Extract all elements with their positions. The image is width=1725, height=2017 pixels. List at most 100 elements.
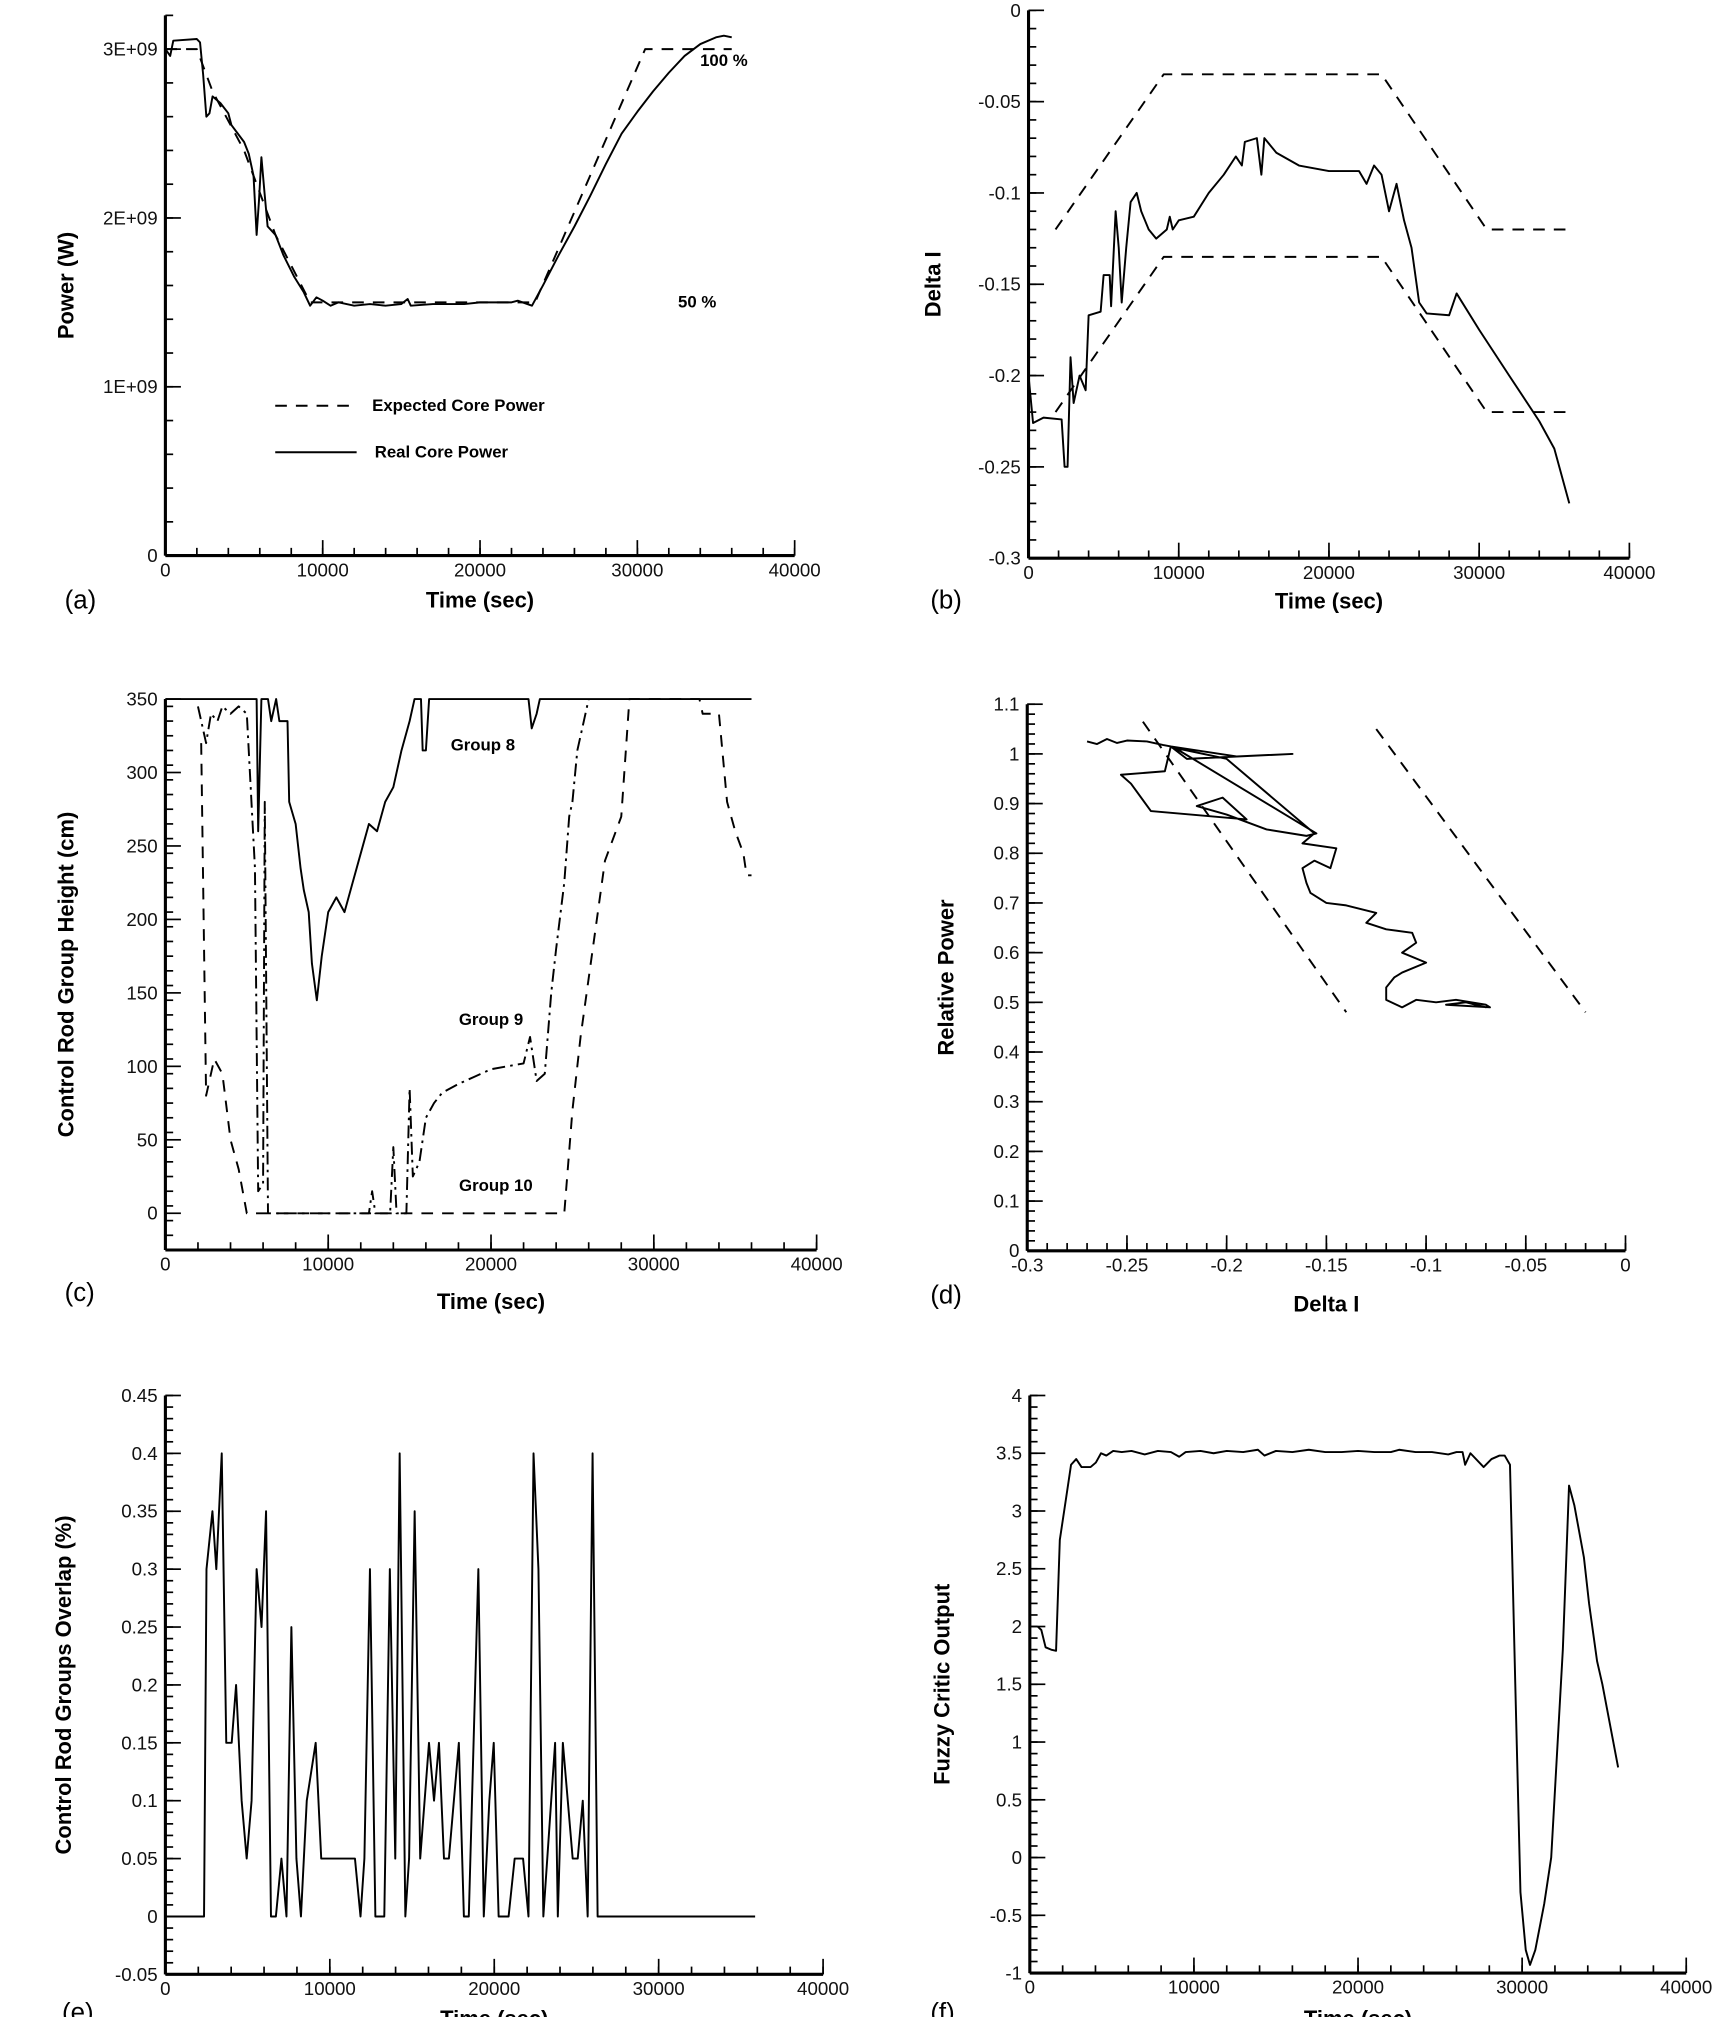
y-tick-label: 300 — [126, 762, 157, 783]
annotation-label: Group 8 — [451, 735, 515, 754]
x-tick-label: 0 — [1023, 562, 1033, 583]
y-tick-label: 0.1 — [132, 1790, 158, 1811]
series-lower-limit — [1054, 255, 1570, 414]
y-tick-label: 1.5 — [996, 1674, 1022, 1695]
chart-delta-i: 0 10000 20000 30000 40000 -0.3 -0.25 -0.2 -0.15 -… — [921, 0, 1656, 615]
x-axis-title: Time (sec) — [440, 2006, 548, 2017]
y-tick-label: 2E+09 — [103, 207, 158, 228]
series-expected-core-power — [165, 48, 732, 304]
legend-label: Expected Core Power — [372, 396, 545, 415]
series-fuzzy-critic-output — [1037, 1448, 1620, 1966]
x-tick-label: 30000 — [1453, 562, 1505, 583]
y-tick-label: 350 — [126, 688, 157, 709]
y-tick-label: 0.25 — [121, 1616, 157, 1637]
series-group-8 — [165, 698, 752, 1002]
annotation-label: 50 % — [678, 292, 716, 311]
y-tick-label: 0.9 — [993, 793, 1019, 814]
x-axis-title: Time (sec) — [437, 1289, 545, 1314]
x-tick-label: 20000 — [454, 559, 506, 580]
y-tick-label: 0 — [147, 1203, 157, 1224]
series-left-limit — [1142, 721, 1348, 1013]
series-group-10 — [200, 698, 752, 1215]
x-axis-title: Time (sec) — [1304, 2006, 1412, 2017]
x-tick-label: 30000 — [1496, 1977, 1548, 1998]
y-tick-label: 3E+09 — [103, 39, 158, 60]
y-tick-label: 0.3 — [132, 1559, 158, 1580]
chart-rod-height: 0 10000 20000 30000 40000 0 50 100 150 200 250 300 3… — [54, 688, 843, 1313]
series-delta-i — [1027, 137, 1571, 504]
x-tick-label: 10000 — [304, 1978, 356, 1999]
x-tick-label: 40000 — [769, 559, 821, 580]
panel-label: (e) — [62, 1999, 94, 2017]
y-tick-label: 0.15 — [121, 1732, 157, 1753]
x-tick-label: 30000 — [633, 1978, 685, 1999]
y-tick-label: 3 — [1012, 1500, 1022, 1521]
y-tick-label: 0.2 — [132, 1674, 158, 1695]
y-tick-label: 1 — [1009, 743, 1019, 764]
x-tick-label: -0.2 — [1211, 1254, 1243, 1275]
chart-power-vs-delta-i: -0.3 -0.25 -0.2 -0.15 -0.1 -0.05 0 0 0.1 0.2 0.3 0.… — [930, 694, 1630, 1317]
y-tick-label: -0.1 — [989, 182, 1021, 203]
x-tick-label: 20000 — [468, 1978, 520, 1999]
y-tick-label: 2.5 — [996, 1558, 1022, 1579]
x-tick-label: 20000 — [1332, 1977, 1384, 1998]
y-tick-label: -1 — [1005, 1963, 1022, 1984]
x-tick-label: 0 — [160, 559, 170, 580]
y-tick-label: 250 — [126, 835, 157, 856]
x-tick-label: -0.05 — [1504, 1254, 1547, 1275]
y-tick-label: 150 — [126, 982, 157, 1003]
x-tick-label: 0 — [1025, 1977, 1035, 1998]
panel-label: (b) — [930, 587, 962, 615]
y-tick-label: 100 — [126, 1056, 157, 1077]
y-tick-label: 0 — [1010, 0, 1020, 21]
x-tick-label: 10000 — [1168, 1977, 1220, 1998]
chart-overlap: 0 10000 20000 30000 40000-0.0500.050.10.150.… — [51, 1385, 849, 2017]
y-tick-label: 0.5 — [993, 992, 1019, 1013]
x-tick-label: 30000 — [611, 559, 663, 580]
y-tick-label: -0.25 — [978, 456, 1021, 477]
panel-label: (d) — [930, 1282, 962, 1310]
x-tick-label: 10000 — [302, 1254, 354, 1275]
x-tick-label: 40000 — [1603, 562, 1655, 583]
y-axis-title: Control Rod Group Height (cm) — [54, 812, 79, 1138]
y-axis-title: Delta I — [921, 251, 946, 317]
annotation-label: Group 9 — [459, 1010, 523, 1029]
y-tick-label: 0.6 — [993, 942, 1019, 963]
y-tick-label: 0.5 — [996, 1789, 1022, 1810]
legend-label: Real Core Power — [375, 442, 509, 461]
series-right-limit — [1375, 728, 1587, 1013]
y-tick-label: 0.1 — [993, 1191, 1019, 1212]
series-overlap — [165, 1452, 756, 1918]
x-tick-label: -0.25 — [1106, 1254, 1149, 1275]
x-axis-title: Time (sec) — [426, 587, 534, 612]
y-axis-title: Control Rod Groups Overlap (%) — [51, 1515, 76, 1854]
series-operating-trajectory — [1086, 737, 1491, 1009]
series-real-core-power — [164, 34, 732, 307]
y-tick-label: 0 — [147, 1906, 157, 1927]
y-tick-label: -0.05 — [978, 91, 1021, 112]
panel-label: (f) — [930, 1999, 954, 2017]
x-axis-title: Time (sec) — [1275, 589, 1383, 614]
y-tick-label: 0.05 — [121, 1848, 157, 1869]
x-tick-label: -0.15 — [1305, 1254, 1348, 1275]
y-tick-label: 1 — [1012, 1731, 1022, 1752]
x-tick-label: 20000 — [1303, 562, 1355, 583]
annotation-label: Group 10 — [459, 1176, 533, 1195]
x-tick-label: 10000 — [1153, 562, 1205, 583]
x-tick-label: 40000 — [1660, 1977, 1712, 1998]
y-tick-label: 3.5 — [996, 1443, 1022, 1464]
x-tick-label: -0.1 — [1410, 1254, 1442, 1275]
y-tick-label: 0.4 — [993, 1041, 1019, 1062]
y-tick-label: 1.1 — [993, 694, 1019, 715]
y-axis-title: Power (W) — [54, 232, 79, 339]
x-tick-label: 30000 — [628, 1254, 680, 1275]
y-tick-label: 4 — [1012, 1385, 1022, 1406]
y-tick-label: 0.4 — [132, 1443, 158, 1464]
chart-fuzzy-critic: 0 10000 20000 30000 40000 -1 -0.5 0 0.5 1 1.5 2 2.5 3… — [930, 1385, 1713, 2017]
panel-label: (a) — [65, 587, 97, 615]
x-tick-label: -0.3 — [1011, 1254, 1043, 1275]
x-tick-label: 10000 — [297, 559, 349, 580]
panel-label: (c) — [65, 1279, 95, 1307]
y-tick-label: -0.15 — [978, 274, 1021, 295]
y-tick-label: -0.3 — [989, 548, 1021, 569]
